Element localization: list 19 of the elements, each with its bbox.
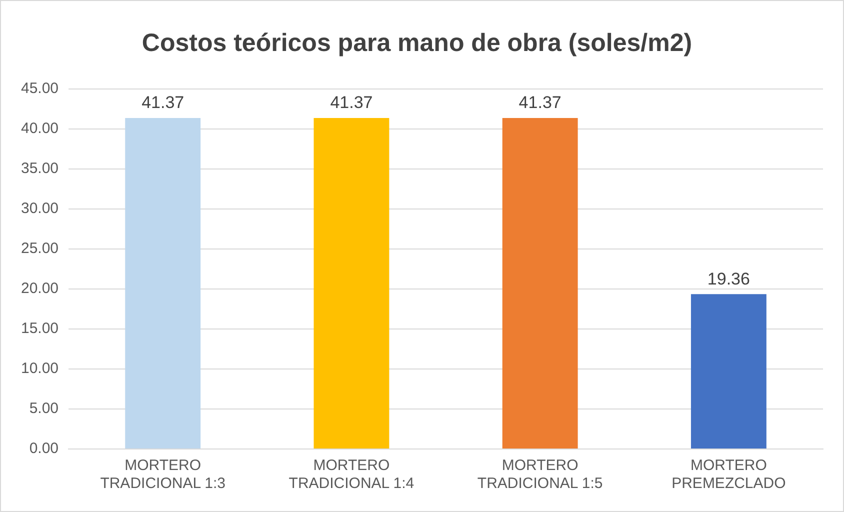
y-tick-label: 5.00	[29, 400, 59, 418]
y-tick-label: 25.00	[20, 240, 59, 258]
data-label: 41.37	[330, 93, 373, 112]
y-tick-label: 0.00	[29, 440, 59, 458]
chart-title: Costos teóricos para mano de obra (soles/m2)	[142, 28, 692, 57]
y-tick-label: 10.00	[20, 360, 59, 378]
data-label: 19.36	[707, 269, 750, 288]
y-tick-label: 35.00	[20, 160, 59, 178]
x-tick-label: MORTERO TRADICIONAL 1:5	[477, 457, 603, 492]
data-label: 41.37	[142, 93, 184, 112]
y-tick-label: 40.00	[20, 120, 59, 138]
x-tick-label: MORTERO PREMEZCLADO	[672, 457, 786, 492]
x-tick-label: MORTERO TRADICIONAL 1:4	[288, 457, 414, 492]
x-tick-label: MORTERO TRADICIONAL 1:3	[100, 457, 226, 492]
data-label: 41.37	[518, 93, 562, 112]
y-tick-label: 30.00	[20, 200, 59, 218]
y-tick-label: 20.00	[20, 280, 59, 298]
y-tick-label: 15.00	[20, 320, 59, 338]
y-tick-label: 45.00	[20, 80, 59, 98]
